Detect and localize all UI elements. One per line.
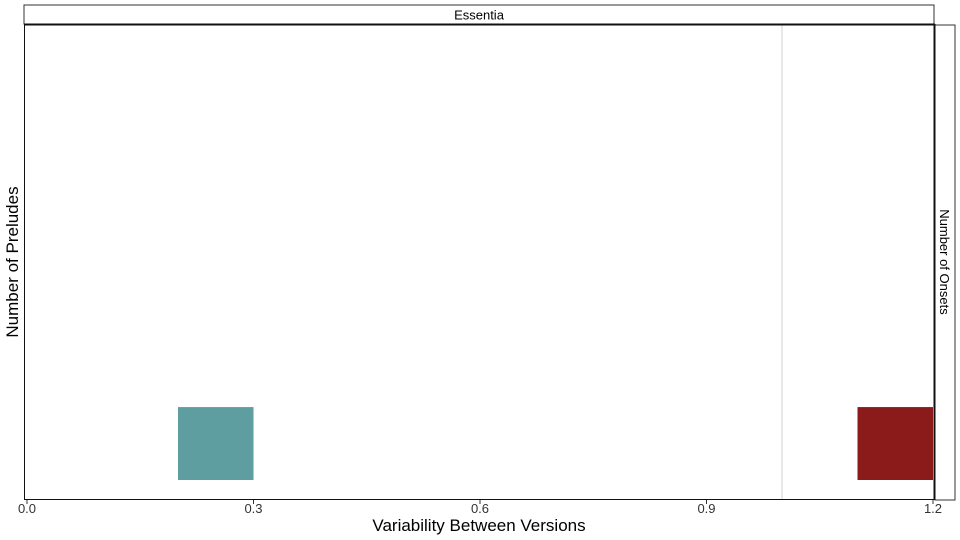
x-tick-label: 0.6 [471,501,489,516]
y-axis-title: Number of Preludes [3,186,22,337]
x-tick-label: 0.9 [697,501,715,516]
top-strip-label: Essentia [454,8,505,23]
plot-panel [178,25,933,499]
right-strip-label: Number of Onsets [937,209,952,315]
x-tick-label: 0.3 [244,501,262,516]
x-tick-label: 1.2 [924,501,942,516]
bar-0 [178,407,254,480]
x-axis-ticks: 0.0 0.3 0.6 0.9 1.2 [18,500,942,516]
bar-1 [857,407,933,480]
x-tick-label: 0.0 [18,501,36,516]
x-axis-title: Variability Between Versions [372,516,585,535]
